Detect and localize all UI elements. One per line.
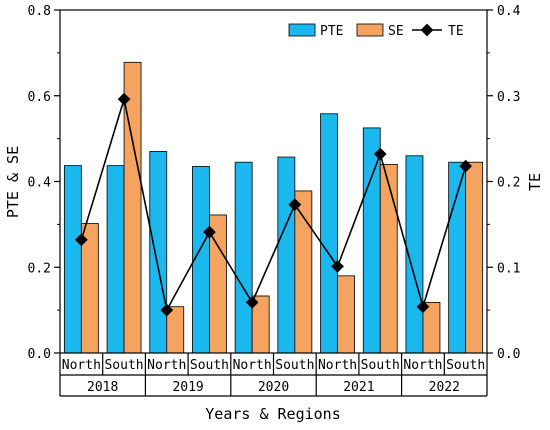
x-region-label: South [190,358,229,373]
bar-pte [63,165,82,354]
te-point [245,296,259,309]
x-region-label: South [361,358,400,373]
y-right-tick-label: 0.0 [497,347,520,362]
legend-marker-te [420,23,434,37]
bar-pte [320,113,338,354]
x-region-label: North [318,358,357,373]
axes-layer: 0.0 0.0 0.2 0.1 0.4 0.2 0.6 0.3 0.8 0.4 [28,4,521,362]
bar-pte [149,151,168,354]
x-year-label: 2019 [172,380,203,395]
y-axis-title-left: PTE & SE [4,146,22,218]
x-year-label: 2022 [429,380,460,395]
legend-label-pte: PTE [320,24,343,39]
bar-se [294,190,313,354]
bar-se [123,61,142,354]
legend-swatch-pte [288,23,316,37]
y-left-tick-label: 0.6 [28,90,51,105]
y-left-tick-label: 0.8 [28,4,51,19]
y-right-tick-label: 0.3 [497,90,520,105]
y-left-tick-label: 0.2 [28,261,51,276]
y-right-tick-label: 0.1 [497,261,520,276]
legend-label-se: SE [388,24,404,39]
te-point [203,225,216,239]
x-region-label: North [62,358,101,373]
x-region-label: South [275,358,314,373]
x-region-label: North [147,358,186,373]
te-point [459,159,473,173]
y-right-tick-label: 0.4 [497,4,521,19]
y-axis-title-right: TE [526,173,544,191]
te-line-layer [74,92,473,317]
legend: PTE SE TE [288,23,464,39]
te-line [80,98,467,313]
legend-swatch-se [356,23,384,37]
te-point [373,147,387,161]
bar-pte [277,156,296,354]
te-point [288,198,302,212]
x-region-label: North [403,358,442,373]
bar-pte [106,165,125,354]
y-right-tick-label: 0.2 [497,176,520,191]
x-region-label: South [446,358,485,373]
bar-pte [448,161,467,354]
x-year-label: 2021 [343,380,374,395]
x-axis-title: Years & Regions [205,405,340,423]
y-left-tick-label: 0.0 [28,347,51,362]
bar-se [379,163,398,354]
x-region-label: South [104,358,143,373]
te-point [160,303,174,317]
bar-se [465,161,484,354]
bar-pte [234,161,253,354]
x-year-label: 2020 [258,380,289,395]
y-left-tick-label: 0.4 [28,176,52,191]
legend-label-te: TE [448,24,464,39]
te-point [331,260,344,273]
te-point [416,300,430,314]
x-year-label: 2018 [87,380,118,395]
te-point [74,233,88,247]
bar-se [337,275,355,354]
bars-layer [63,61,484,354]
x-region-label: North [233,358,272,373]
